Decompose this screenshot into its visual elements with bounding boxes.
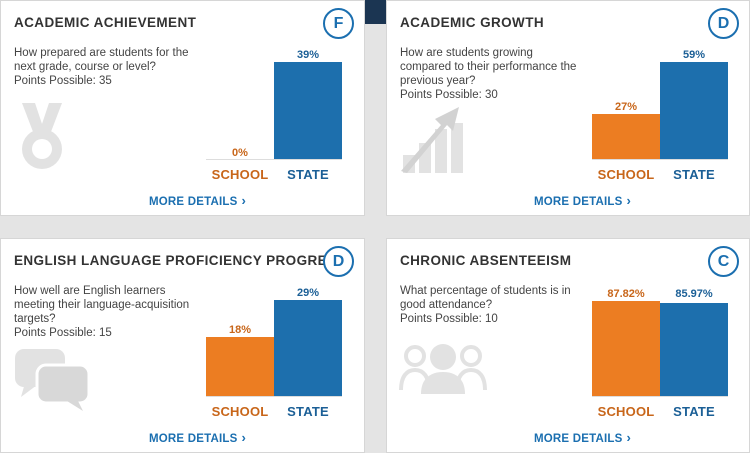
school-value-label: 27% xyxy=(614,101,638,113)
state-label: STATE xyxy=(287,404,329,419)
state-bar xyxy=(660,303,728,396)
more-details-link[interactable]: MORE DETAILS › xyxy=(149,193,246,208)
question: How are students growing compared to the… xyxy=(400,47,577,87)
grade-badge: C xyxy=(708,246,739,277)
state-bar xyxy=(274,300,342,396)
state-bar xyxy=(660,62,728,159)
more-details-label: MORE DETAILS xyxy=(534,196,623,208)
chevron-right-icon: › xyxy=(241,193,246,208)
more-details-link[interactable]: MORE DETAILS › xyxy=(149,430,246,445)
school-bar xyxy=(592,114,660,159)
card-chronic-absenteeism: CHRONIC ABSENTEEISM C What percentage of… xyxy=(386,238,750,453)
card-title: CHRONIC ABSENTEEISM xyxy=(400,253,572,268)
school-value-label: 0% xyxy=(232,147,248,159)
chevron-right-icon: › xyxy=(241,430,246,445)
more-details-link[interactable]: MORE DETAILS › xyxy=(534,430,631,445)
medal-icon xyxy=(15,101,69,178)
more-details-link[interactable]: MORE DETAILS › xyxy=(534,193,631,208)
chart-baseline xyxy=(206,396,342,397)
state-label: STATE xyxy=(673,404,715,419)
school-label: SCHOOL xyxy=(211,404,269,419)
school-bar xyxy=(592,301,660,396)
card-academic-growth: ACADEMIC GROWTH D How are students growi… xyxy=(386,0,750,216)
question: How prepared are students for the next g… xyxy=(14,47,189,73)
growth-arrow-icon xyxy=(401,105,467,178)
question: How well are English learners meeting th… xyxy=(14,285,190,325)
school-label: SCHOOL xyxy=(597,167,655,182)
chevron-right-icon: › xyxy=(626,430,631,445)
question-text: How are students growing compared to the… xyxy=(400,46,580,102)
school-label: SCHOOL xyxy=(211,167,269,182)
points-possible: Points Possible: 30 xyxy=(400,89,498,101)
chart-baseline xyxy=(592,159,728,160)
question-text: How well are English learners meeting th… xyxy=(14,284,194,340)
points-possible: Points Possible: 10 xyxy=(400,313,498,325)
chat-bubbles-icon xyxy=(15,349,91,416)
school-value-label: 87.82% xyxy=(607,288,645,300)
question-text: How prepared are students for the next g… xyxy=(14,46,194,88)
points-possible: Points Possible: 15 xyxy=(14,327,112,339)
card-title: ENGLISH LANGUAGE PROFICIENCY PROGRESS xyxy=(14,253,346,268)
top-strip xyxy=(364,0,386,24)
state-value-label: 29% xyxy=(296,287,320,299)
state-value-label: 85.97% xyxy=(675,288,713,300)
grade-badge: D xyxy=(323,246,354,277)
state-value-label: 39% xyxy=(296,49,320,61)
question-text: What percentage of students is in good a… xyxy=(400,284,580,326)
state-value-label: 59% xyxy=(682,49,706,61)
people-group-icon xyxy=(399,342,487,399)
card-english-language-proficiency: ENGLISH LANGUAGE PROFICIENCY PROGRESS D … xyxy=(0,238,365,453)
chevron-right-icon: › xyxy=(626,193,631,208)
school-label: SCHOOL xyxy=(597,404,655,419)
points-possible: Points Possible: 35 xyxy=(14,75,112,87)
chart-baseline xyxy=(206,159,342,160)
more-details-label: MORE DETAILS xyxy=(534,433,623,445)
question: What percentage of students is in good a… xyxy=(400,285,571,311)
state-label: STATE xyxy=(673,167,715,182)
state-bar xyxy=(274,62,342,159)
school-value-label: 18% xyxy=(228,324,252,336)
card-title: ACADEMIC ACHIEVEMENT xyxy=(14,15,197,30)
more-details-label: MORE DETAILS xyxy=(149,196,238,208)
grade-badge: D xyxy=(708,8,739,39)
state-label: STATE xyxy=(287,167,329,182)
card-title: ACADEMIC GROWTH xyxy=(400,15,544,30)
more-details-label: MORE DETAILS xyxy=(149,433,238,445)
chart-baseline xyxy=(592,396,728,397)
school-bar xyxy=(206,337,274,396)
grade-badge: F xyxy=(323,8,354,39)
card-academic-achievement: ACADEMIC ACHIEVEMENT F How prepared are … xyxy=(0,0,365,216)
